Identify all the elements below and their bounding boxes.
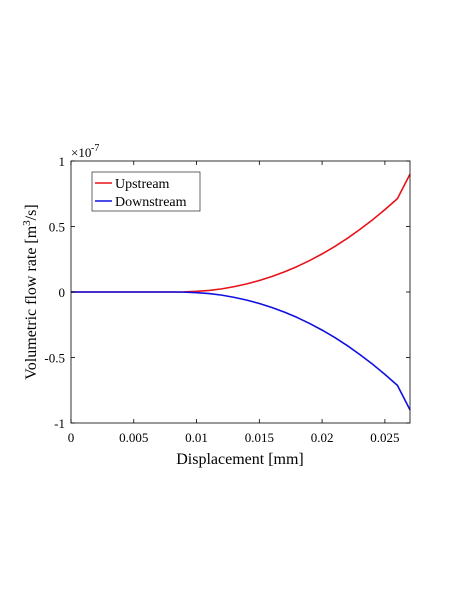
ticks-layer: 0 0.005 0.01 0.015 0.02 0.025 -1 -0.5 0 0.5 1	[44, 154, 410, 445]
y-multiplier-base: ×10	[71, 145, 91, 160]
x-tick-label: 0.005	[119, 430, 148, 445]
x-tick-label: 0	[68, 430, 75, 445]
y-axis-label-prefix: Volumetric flow rate [m	[23, 225, 40, 379]
x-tick-label: 0.01	[185, 430, 208, 445]
x-tick-label: 0.015	[245, 430, 274, 445]
x-axis-label: Displacement [mm]	[176, 451, 304, 468]
y-tick-label: 0.5	[49, 220, 65, 235]
series-layer	[71, 173, 411, 411]
legend: Upstream Downstream	[91, 171, 201, 212]
y-tick-label: -1	[54, 416, 65, 431]
y-multiplier-exponent: -7	[91, 143, 99, 154]
y-tick-label: 1	[59, 154, 66, 169]
y-tick-label: -0.5	[44, 351, 65, 366]
x-tick-label: 0.02	[311, 430, 334, 445]
legend-label-upstream: Upstream	[115, 177, 170, 192]
y-axis-label-superscript: 3	[21, 220, 33, 226]
legend-label-downstream: Downstream	[115, 195, 187, 210]
y-multiplier: ×10 -7	[71, 143, 99, 160]
y-axis-label-suffix: /s]	[23, 204, 40, 220]
legend-box	[91, 171, 201, 212]
y-axis-label: Volumetric flow rate [m3/s]	[21, 204, 40, 379]
x-tick-label: 0.025	[370, 430, 399, 445]
y-tick-label: 0	[59, 285, 66, 300]
series-line-downstream	[71, 291, 411, 411]
